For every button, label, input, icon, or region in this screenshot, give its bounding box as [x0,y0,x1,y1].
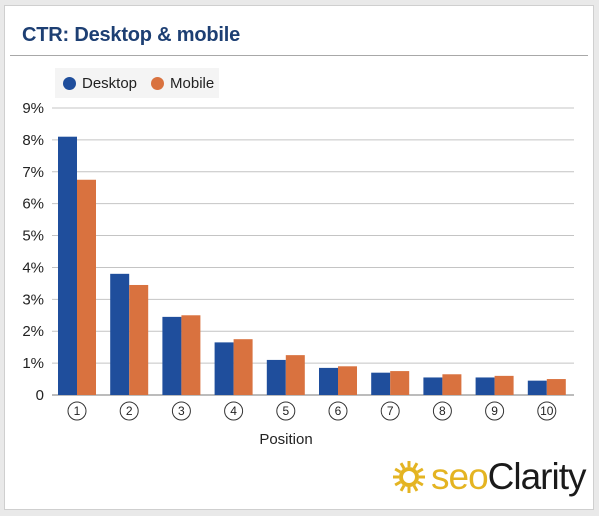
x-tick-label: 4 [230,404,237,418]
brand-logo: seoClarity [391,458,586,495]
bar-mobile [285,355,305,395]
x-tick-label: 10 [540,404,554,418]
logo-ray [399,484,406,492]
logo-ray [416,467,424,473]
x-tick-label: 9 [491,404,498,418]
y-tick-label: 9% [22,100,44,117]
bar-desktop [214,342,234,395]
bar-mobile [129,284,149,395]
title-divider [10,55,588,56]
bar-mobile [77,179,96,395]
logo-ray [412,484,419,492]
y-tick-label: 4% [22,259,44,276]
y-tick-label: 0 [36,387,44,404]
sun-gear-icon [393,460,425,493]
chart-card: CTR: Desktop & mobile Desktop Mobile seo… [4,5,594,510]
chart-title: CTR: Desktop & mobile [22,24,241,46]
x-tick-circle [276,401,296,421]
y-tick-label: 2% [22,323,44,340]
brand-name-clarity: Clarity [487,456,587,497]
x-tick-circle [380,401,400,421]
logo-ray [399,461,406,469]
y-tick-label: 5% [22,228,44,245]
bar-desktop [110,273,130,395]
x-tick-circle [67,401,87,421]
logo-ray [419,475,425,478]
x-tick-label: 7 [387,404,394,418]
brand-name: seoClarity [431,458,586,495]
x-tick-label: 3 [178,404,185,418]
bar-mobile [546,379,566,395]
bar-desktop [423,377,443,395]
brand-name-seo: seo [431,456,489,497]
legend: Desktop Mobile [55,68,219,98]
legend-label-desktop: Desktop [82,74,138,92]
x-tick-label: 1 [74,404,81,418]
logo-ray [416,480,424,486]
logo-ray [394,480,402,486]
x-tick-circle [485,401,505,421]
x-tick-circle [432,401,452,421]
logo-ray [394,467,402,473]
bar-desktop [371,372,391,395]
x-tick-circle [119,401,139,421]
legend-swatch-mobile [151,76,165,90]
logo-ray [407,486,411,493]
legend-swatch-desktop [63,76,76,90]
bar-mobile [233,339,253,395]
bar-desktop [527,380,547,395]
y-tick-label: 1% [22,355,44,372]
legend-label-mobile: Mobile [170,74,215,92]
bar-mobile [494,375,514,395]
x-tick-label: 2 [126,404,133,418]
bar-mobile [181,315,201,395]
logo-ray [393,475,399,478]
y-tick-label: 3% [22,291,44,308]
x-tick-label: 5 [282,404,289,418]
x-tick-circle [328,401,348,421]
x-axis-title: Position [259,431,312,448]
logo-ray [407,460,411,467]
y-tick-label: 6% [22,196,44,213]
bar-mobile [390,371,410,395]
x-tick-label: 6 [335,404,342,418]
bar-mobile [442,374,462,395]
y-tick-label: 7% [22,164,44,181]
x-tick-circle [171,401,191,421]
y-tick-label: 8% [22,132,44,149]
bar-desktop [266,359,286,395]
legend-item-mobile: Mobile [151,75,214,92]
bar-desktop [58,136,77,395]
x-tick-circle [224,401,244,421]
bar-mobile [338,366,357,395]
x-tick-label: 8 [439,404,446,418]
bar-desktop [319,367,338,395]
logo-ray [412,461,419,469]
legend-item-desktop: Desktop [63,75,137,92]
bar-desktop [162,316,182,395]
bar-desktop [475,377,495,395]
x-tick-circle [537,401,557,421]
